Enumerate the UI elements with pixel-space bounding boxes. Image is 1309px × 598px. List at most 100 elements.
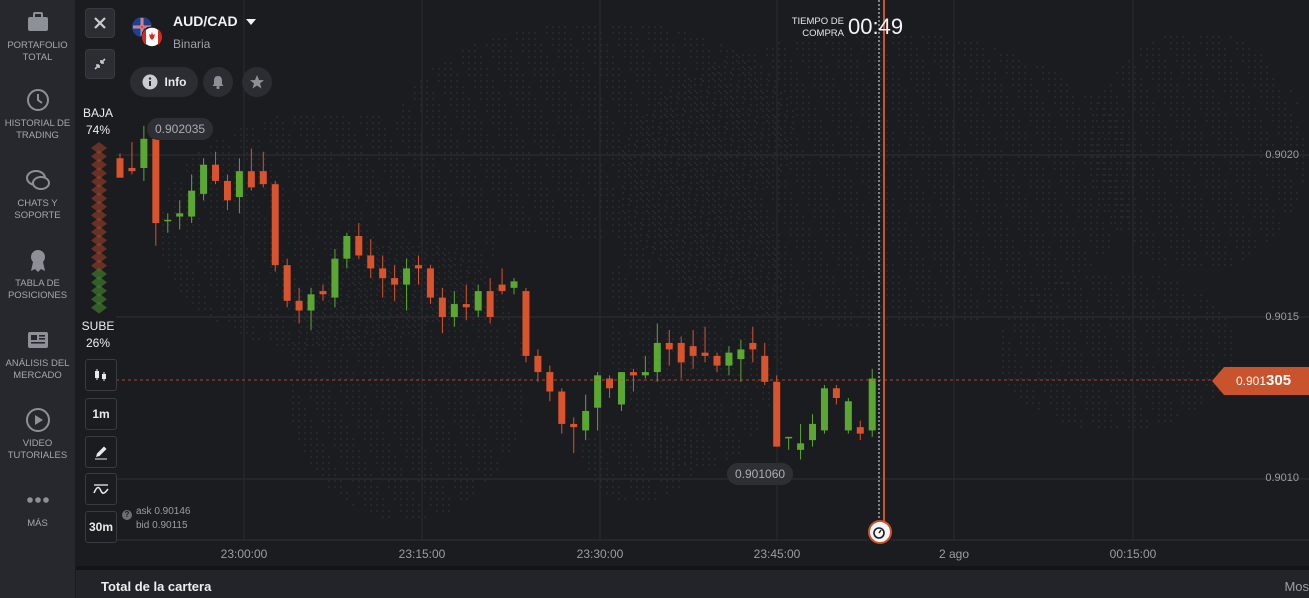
sentiment-up-segment xyxy=(91,301,107,314)
candle-down xyxy=(606,375,614,398)
candle-body xyxy=(152,138,160,224)
sidebar-item-leaderboard[interactable]: TABLA DE POSICIONES xyxy=(0,246,75,302)
candle-up xyxy=(176,200,184,230)
star-icon xyxy=(250,75,264,89)
low-price-marker: 0.901060 xyxy=(727,463,794,485)
sidebar-item-video-tutorials[interactable]: VIDEO TUTORIALES xyxy=(0,406,75,462)
sidebar-item-trading-history[interactable]: HISTORIAL DE TRADING xyxy=(0,86,75,142)
candle-down xyxy=(379,255,387,298)
sentiment-down-segment xyxy=(91,242,107,255)
candle-down xyxy=(367,239,375,279)
candle-body xyxy=(510,281,518,288)
sentiment-up-segment xyxy=(91,284,107,297)
chart-area[interactable]: AUD/CAD Binaria Info BAJA 74% SUBE 26% xyxy=(76,0,1309,566)
candle-body xyxy=(426,268,434,298)
candle-up xyxy=(403,258,411,311)
sentiment-down-segment xyxy=(91,167,107,180)
sentiment-down-label: BAJA xyxy=(82,106,113,120)
sidebar-item-label: TABLA DE POSICIONES xyxy=(7,278,68,301)
sidebar-item-chats-support[interactable]: CHATS Y SOPORTE xyxy=(0,166,75,222)
sidebar-item-total-portfolio[interactable]: PORTAFOLIO TOTAL xyxy=(0,8,75,64)
candle-body xyxy=(331,258,339,298)
candle-body xyxy=(749,342,757,350)
chat-icon xyxy=(25,170,50,190)
candle-down xyxy=(773,375,781,447)
candle-body xyxy=(701,352,709,356)
stopwatch-icon xyxy=(873,527,885,539)
candle-body xyxy=(128,167,136,172)
candle-body xyxy=(797,443,805,450)
info-label: Info xyxy=(164,75,187,89)
candle-body xyxy=(665,342,673,350)
candle-up xyxy=(809,414,817,447)
candle-up xyxy=(164,213,172,233)
candle-body xyxy=(415,265,422,269)
timeframe-button[interactable]: 1m xyxy=(85,398,117,430)
candle-up xyxy=(188,174,196,224)
drawing-tools-button[interactable] xyxy=(85,436,117,468)
candle-body xyxy=(474,291,482,311)
candle-down xyxy=(665,329,673,366)
medal-icon xyxy=(30,250,45,272)
sentiment-down-segment xyxy=(91,217,107,230)
candle-body xyxy=(223,180,231,201)
candle-body xyxy=(235,171,243,198)
x-tick-label: 00:15:00 xyxy=(1109,547,1157,561)
price-chart[interactable] xyxy=(76,0,1309,566)
purchase-time-countdown: 00:49 xyxy=(848,14,904,39)
candle-body xyxy=(188,190,196,217)
play-icon xyxy=(25,408,50,432)
sidebar-item-more[interactable]: MÁS xyxy=(0,486,75,530)
candle-body xyxy=(737,349,745,360)
candle-body xyxy=(546,372,554,392)
candle-body xyxy=(653,342,661,373)
close-asset-button[interactable] xyxy=(85,8,115,38)
y-tick-label: 0.9010 xyxy=(1265,472,1299,484)
candle-up xyxy=(140,125,148,181)
candle-down xyxy=(534,349,542,382)
portfolio-bar[interactable]: Total de la cartera Mos xyxy=(76,566,1309,598)
sentiment-down-segment xyxy=(91,158,107,171)
candle-down xyxy=(295,287,303,324)
candle-body xyxy=(438,297,446,317)
candle-down xyxy=(271,180,279,272)
stopwatch-hand xyxy=(878,529,882,534)
candle-body xyxy=(259,171,267,185)
ask-label: ask xyxy=(136,506,152,517)
favorite-button[interactable] xyxy=(242,67,272,97)
sentiment-down-segment xyxy=(91,259,107,272)
info-button[interactable]: Info xyxy=(130,67,198,97)
sentiment-down-segment xyxy=(91,234,107,247)
sidebar-item-label: MÁS xyxy=(27,518,48,529)
briefcase-icon xyxy=(27,12,48,31)
candle-body xyxy=(367,255,375,269)
candle-body xyxy=(140,138,148,168)
show-more-link[interactable]: Mos xyxy=(1284,579,1309,594)
candle-body xyxy=(295,300,303,311)
candle-body xyxy=(785,436,793,439)
chart-type-button[interactable] xyxy=(85,359,117,391)
alerts-button[interactable] xyxy=(203,67,233,97)
candle-down xyxy=(128,142,136,175)
sidebar-item-market-analysis[interactable]: ANÁLISIS DEL MERCADO xyxy=(0,326,75,382)
candle-body xyxy=(200,164,208,194)
bell-icon xyxy=(212,76,224,90)
history-icon xyxy=(26,89,49,111)
candle-up xyxy=(820,385,828,434)
candle-body xyxy=(629,372,637,376)
help-icon[interactable]: ? xyxy=(122,510,132,520)
indicator-wave-icon xyxy=(93,484,109,494)
collapse-button[interactable] xyxy=(85,49,115,79)
indicators-button[interactable] xyxy=(85,473,117,505)
asset-selector[interactable]: AUD/CAD xyxy=(173,13,257,29)
candle-body xyxy=(820,388,828,431)
bid-label: bid xyxy=(136,520,150,531)
candle-body xyxy=(606,378,614,389)
candle-body xyxy=(391,278,399,285)
candle-body xyxy=(677,342,685,363)
candle-body xyxy=(617,372,625,405)
sentiment-up-label: SUBE xyxy=(81,319,115,333)
candle-body xyxy=(868,378,876,431)
interval-button[interactable]: 30m xyxy=(85,511,117,543)
sentiment-down-segment xyxy=(91,251,107,264)
